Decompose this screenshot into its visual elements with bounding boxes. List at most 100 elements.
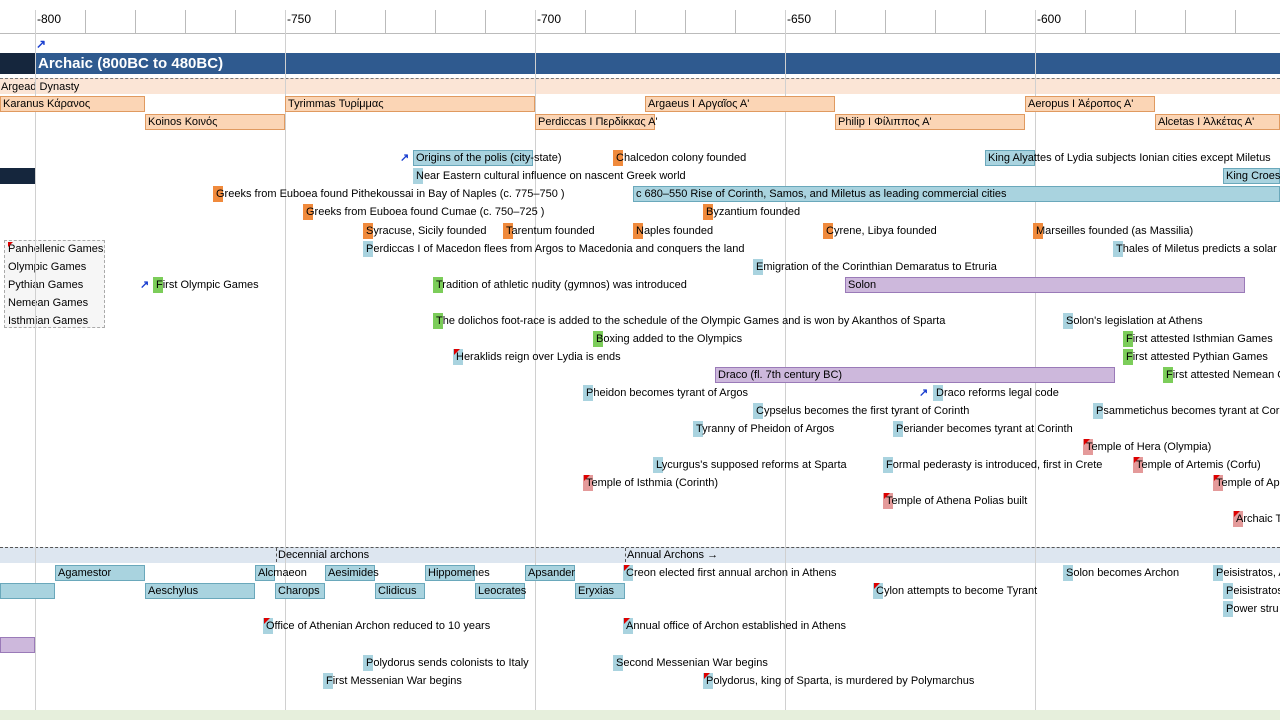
- link-icon[interactable]: ↗: [919, 387, 929, 399]
- tick-label: -800: [37, 12, 62, 26]
- event-marker: [1213, 565, 1223, 581]
- event-marker: [1213, 475, 1223, 491]
- grid-line: [185, 10, 186, 34]
- grid-line: [635, 10, 636, 34]
- grid-line: [85, 10, 86, 34]
- event-marker: [1113, 241, 1123, 257]
- event-label: Temple of Artemis (Corfu): [1136, 459, 1261, 471]
- link-icon[interactable]: ↗: [400, 152, 410, 164]
- bar: [0, 583, 55, 599]
- event-bar: [985, 150, 1035, 166]
- event-label: Philip I Φίλιππος Α': [838, 116, 932, 128]
- grid-line: [135, 10, 136, 34]
- event-bar: [145, 114, 285, 130]
- grid-line: [235, 10, 236, 34]
- event-label: Clidicus: [378, 585, 417, 597]
- grid-line: [685, 10, 686, 34]
- event-marker: [593, 331, 603, 347]
- event-marker: [1093, 403, 1103, 419]
- event-bar: [715, 367, 1115, 383]
- event-label: Perdiccas I of Macedon flees from Argos …: [366, 243, 745, 255]
- event-label: Tyranny of Pheidon of Argos: [696, 423, 835, 435]
- event-label: Hippomenes: [428, 567, 490, 579]
- event-label: Greeks from Euboea found Pithekoussai in…: [216, 188, 565, 200]
- link-icon[interactable]: ↗: [140, 279, 150, 291]
- event-marker: [263, 618, 273, 634]
- event-label: Solon: [848, 279, 877, 291]
- grid-line: [335, 10, 336, 34]
- event-bar: [525, 565, 575, 581]
- event-label: Lycurgus's supposed reforms at Sparta: [656, 459, 847, 471]
- grid-line: [1085, 10, 1086, 34]
- event-label: Pheidon becomes tyrant of Argos: [586, 387, 749, 399]
- event-marker: [653, 457, 663, 473]
- tick-label: -600: [1037, 12, 1062, 26]
- event-label: Periander becomes tyrant at Corinth: [896, 423, 1073, 435]
- event-label: Tarentum founded: [506, 225, 595, 237]
- event-label: Tyrimmas Τυρίμμας: [288, 98, 384, 110]
- header-bar: [0, 53, 1280, 74]
- event-flag: [454, 349, 460, 355]
- event-marker: [703, 673, 713, 689]
- link-icon[interactable]: ↗: [36, 37, 47, 51]
- event-bar: [1025, 96, 1155, 112]
- event-bar: [845, 277, 1245, 293]
- event-label: King Alyattes of Lydia subjects Ionian c…: [988, 152, 1271, 164]
- event-bar: [575, 583, 625, 599]
- event-marker: [1063, 313, 1073, 329]
- event-marker: [893, 421, 903, 437]
- grid-line: [485, 10, 486, 34]
- event-label: Draco reforms legal code: [936, 387, 1059, 399]
- event-label: Solon becomes Archon: [1066, 567, 1180, 579]
- event-label: Koinos Κοινός: [148, 116, 218, 128]
- event-label: Origins of the polis (city-state): [416, 152, 562, 164]
- time-axis: [0, 0, 1280, 34]
- event-marker: [1083, 439, 1093, 455]
- event-marker: [883, 493, 893, 509]
- event-bar: [375, 583, 425, 599]
- event-label: Syracuse, Sicily founded: [366, 225, 487, 237]
- tick-label: -750: [287, 12, 312, 26]
- grid-line: [1135, 10, 1136, 34]
- event-marker: [633, 223, 643, 239]
- event-label: Leocrates: [478, 585, 527, 597]
- event-marker: [153, 277, 163, 293]
- event-bar: [425, 565, 475, 581]
- event-label: Greeks from Euboea found Cumae (c. 750–7…: [306, 206, 545, 218]
- event-label: Power stru: [1226, 603, 1279, 615]
- legend-item: Pythian Games: [8, 279, 84, 291]
- event-label: Second Messenian War begins: [616, 657, 768, 669]
- grid-line: [935, 10, 936, 34]
- event-label: First Messenian War begins: [326, 675, 462, 687]
- event-label: Marseilles founded (as Massilia): [1036, 225, 1194, 237]
- event-marker: [363, 223, 373, 239]
- event-bar: [475, 583, 525, 599]
- event-label: c 680–550 Rise of Corinth, Samos, and Mi…: [636, 188, 1007, 200]
- header-block: [0, 53, 35, 74]
- event-bar: [255, 565, 275, 581]
- event-marker: [453, 349, 463, 365]
- event-flag: [584, 475, 590, 481]
- event-marker: [1223, 583, 1233, 599]
- event-label: Draco (fl. 7th century BC): [718, 369, 843, 381]
- event-label: Alcetas I Ἀλκέτας Α': [1158, 116, 1255, 128]
- grid-line: [585, 10, 586, 34]
- event-label: Formal pederasty is introduced, first in…: [886, 459, 1103, 471]
- grid-line: [285, 10, 286, 710]
- event-label: Aesimides: [328, 567, 379, 579]
- event-marker: [413, 168, 423, 184]
- event-label: Alcmaeon: [258, 567, 307, 579]
- band-label: Annual Archons →: [625, 548, 719, 562]
- event-label: First attested Pythian Games: [1126, 351, 1268, 363]
- event-marker: [1133, 457, 1143, 473]
- grid-line: [985, 10, 986, 34]
- event-flag: [704, 673, 710, 679]
- event-label: Creon elected first annual archon in Ath…: [626, 567, 837, 579]
- grid-line: [785, 10, 786, 710]
- event-bar: [285, 96, 535, 112]
- event-label: Aeropus I Ἀέροπος Α': [1028, 98, 1134, 110]
- event-marker: [323, 673, 333, 689]
- event-marker: [623, 618, 633, 634]
- event-bar: [835, 114, 1025, 130]
